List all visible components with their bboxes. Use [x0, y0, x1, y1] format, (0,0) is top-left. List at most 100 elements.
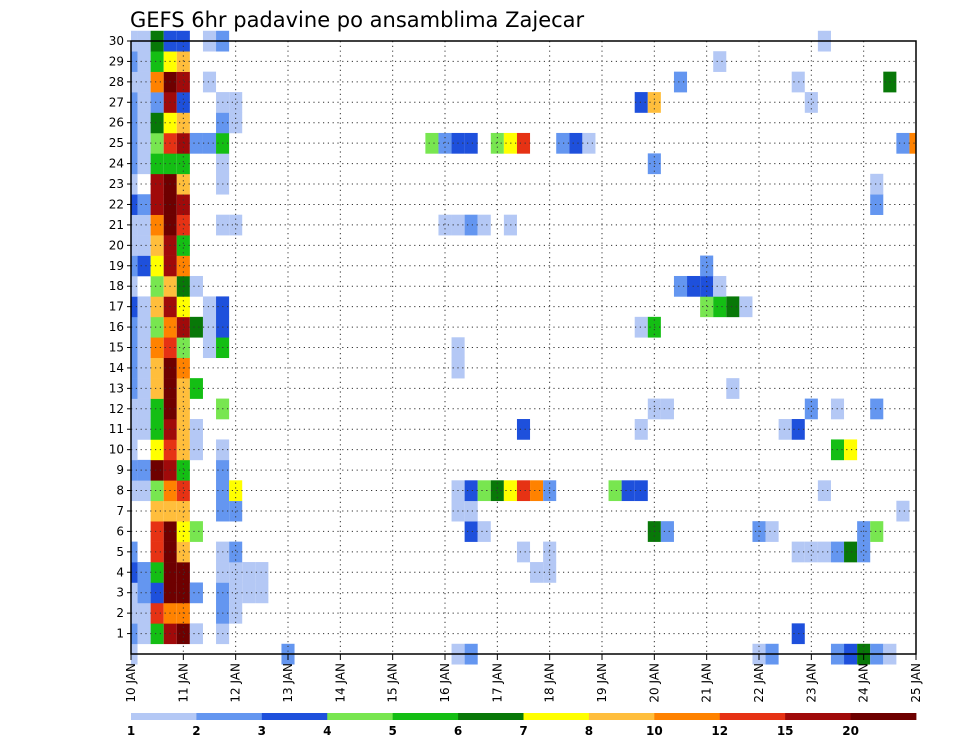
cell-member-3-step-0 [131, 582, 138, 604]
legend-label: 6 [454, 724, 462, 738]
cell-member-19-step-4 [176, 255, 190, 277]
cell-member-5-step-30 [516, 541, 531, 563]
cell-member-12-step-2 [150, 398, 164, 420]
cell-member-8-step-28 [490, 480, 504, 502]
cell-member-4-step-4 [176, 562, 190, 583]
cell-member-5-step-2 [150, 541, 164, 563]
cell-member-11-step-39 [634, 419, 648, 440]
cell-member-27-step-2 [150, 92, 164, 113]
y-tick-label: 21 [109, 218, 124, 232]
cell-member-17-step-44 [700, 296, 714, 318]
x-tick-label: 19 JAN [595, 663, 609, 703]
y-tick-label: 28 [109, 75, 124, 89]
x-tick-label: 17 JAN [490, 663, 504, 703]
cell-member-29-step-45 [713, 51, 727, 72]
cell-member-21-step-4 [176, 214, 190, 236]
cell-member-26-step-2 [150, 112, 164, 134]
cell-member-16-step-5 [189, 316, 203, 338]
cell-member-9-step-1 [137, 459, 151, 481]
cell-member-8-step-39 [634, 480, 648, 502]
x-tick-label: 25 JAN [909, 663, 923, 703]
cell-member-7-step-59 [896, 500, 910, 522]
y-tick-label: 18 [109, 279, 124, 293]
legend-swatch [392, 713, 459, 720]
cell-member-1-step-0 [131, 623, 138, 645]
cell-member-28-step-6 [202, 71, 217, 93]
cell-member-29-step-1 [137, 51, 151, 72]
cell-member-21-step-1 [137, 214, 151, 236]
cell-member-28-step-4 [176, 71, 190, 93]
cell-member-8-step-0 [131, 480, 138, 502]
cell-member-14-step-2 [150, 357, 164, 379]
y-tick-label: 14 [109, 361, 124, 375]
cell-member-5-step-0 [131, 541, 138, 563]
color-legend: 1 2 3 4 5 6 7 8 10 12 15 20 [127, 713, 917, 738]
cell-member-9-step-2 [150, 459, 164, 481]
cell-member-8-step-30 [516, 480, 531, 502]
cell-member-16-step-0 [131, 316, 138, 338]
cell-member-3-step-5 [189, 582, 203, 604]
cell-member-5-step-53 [817, 541, 831, 563]
y-tick-label: 25 [109, 136, 124, 150]
cell-member-29-step-0 [131, 51, 138, 72]
cell-member-3-step-4 [176, 582, 190, 604]
cell-member-9-step-0 [131, 459, 138, 481]
cell-member-7-step-8 [229, 500, 243, 522]
heatmap-cells [131, 30, 916, 665]
cell-member-8-step-2 [150, 480, 164, 502]
legend-swatch [196, 713, 263, 720]
cell-member-15-step-6 [202, 337, 217, 359]
y-tick-label: 6 [116, 524, 124, 538]
cell-member-5-step-56 [857, 541, 871, 563]
cell-member-17-step-46 [726, 296, 740, 318]
cell-member-4-step-0 [131, 562, 138, 583]
cell-member-5-step-55 [844, 541, 858, 563]
cell-member-23-step-57 [870, 173, 884, 195]
y-tick-label: 22 [109, 197, 124, 211]
x-tick-label: 11 JAN [176, 663, 190, 703]
cell-member-25-step-34 [569, 132, 583, 154]
cell-member-17-step-2 [150, 296, 164, 318]
cell-member-28-step-1 [137, 71, 151, 93]
cell-member-6-step-49 [765, 521, 779, 542]
legend-label: 1 [127, 724, 135, 738]
y-tick-label: 17 [109, 300, 124, 314]
cell-member-25-step-24 [438, 132, 452, 154]
cell-member-8-step-27 [477, 480, 491, 502]
cell-member-13-step-1 [137, 378, 151, 399]
cell-member-18-step-5 [189, 275, 203, 297]
cell-member-14-step-0 [131, 357, 138, 379]
cell-member-6-step-27 [477, 521, 491, 542]
cell-member-11-step-0 [131, 419, 138, 440]
y-tick-label: 1 [116, 627, 124, 641]
cell-member-23-step-0 [131, 173, 138, 195]
cell-member-10-step-5 [189, 439, 203, 461]
cell-member-16-step-39 [634, 316, 648, 338]
cell-member-8-step-8 [229, 480, 243, 502]
cell-member-13-step-2 [150, 378, 164, 399]
legend-swatch [588, 713, 655, 720]
legend-swatch [850, 713, 917, 720]
cell-member-29-step-4 [176, 51, 190, 72]
legend-swatch [327, 713, 394, 720]
legend-label: 8 [585, 724, 593, 738]
cell-member-4-step-8 [229, 562, 243, 583]
cell-member-19-step-2 [150, 255, 164, 277]
legend-label: 3 [258, 724, 266, 738]
cell-member-24-step-4 [176, 153, 190, 175]
x-tick-label: 20 JAN [647, 663, 661, 703]
cell-member-7-step-2 [150, 500, 164, 522]
cell-member-16-step-2 [150, 316, 164, 338]
cell-member-28-step-0 [131, 71, 138, 93]
y-tick-label: 2 [116, 606, 124, 620]
legend-label: 2 [192, 724, 200, 738]
y-tick-label: 15 [109, 341, 124, 355]
y-axis: 1234567891011121314151617181920212223242… [109, 34, 131, 641]
cell-member-18-step-42 [673, 275, 688, 297]
y-tick-label: 19 [109, 259, 124, 273]
x-axis: 10 JAN 11 JAN 12 JAN 13 JAN 14 JAN 15 JAN 16 J… [124, 654, 923, 703]
y-tick-label: 16 [109, 320, 124, 334]
legend-label: 20 [842, 724, 859, 738]
cell-member-13-step-0 [131, 378, 138, 399]
